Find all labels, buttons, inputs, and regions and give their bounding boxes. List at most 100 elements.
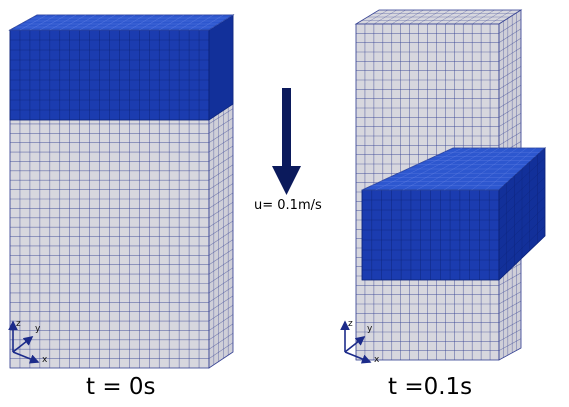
grid-line	[375, 147, 463, 191]
grid-line	[208, 323, 234, 341]
axis-x-left	[12, 351, 40, 364]
grid-line	[498, 216, 546, 261]
grid-line	[79, 14, 106, 31]
grid-line	[498, 47, 522, 62]
grid-line	[418, 9, 442, 25]
grid-line	[400, 9, 424, 25]
grid-line	[498, 282, 522, 295]
grid-line	[208, 333, 234, 350]
grid-line	[208, 155, 234, 172]
mesh-box-left	[8, 14, 235, 369]
axis-z-label-right: z	[348, 319, 353, 329]
grid-line	[208, 230, 234, 247]
grid-line	[49, 14, 77, 31]
grid-line	[208, 173, 234, 190]
axis-z-label-left: z	[16, 319, 21, 329]
grid-line	[498, 19, 522, 34]
axis-triad-left: z y x	[8, 319, 48, 365]
grid-line	[498, 37, 522, 53]
grid-line	[382, 9, 406, 25]
grid-line	[119, 14, 145, 31]
grid-line	[208, 286, 234, 303]
grid-line	[389, 147, 472, 191]
grid-line	[485, 147, 536, 191]
grid-line	[498, 56, 522, 71]
caption-right: t =0.1s	[388, 374, 473, 400]
grid-line	[391, 9, 415, 25]
grid-line	[498, 28, 522, 43]
grid-line	[498, 167, 546, 211]
grid-line	[498, 157, 546, 201]
grid-line	[208, 342, 234, 359]
grid-line	[498, 177, 546, 221]
grid-line	[208, 258, 234, 275]
grid-line	[498, 310, 522, 323]
caption-left: t = 0s	[86, 374, 156, 400]
grid-line	[208, 351, 234, 369]
velocity-arrow-head	[272, 166, 301, 195]
grid-line	[498, 338, 522, 351]
grid-line	[373, 9, 397, 25]
grid-line	[69, 14, 96, 31]
grid-line	[208, 276, 234, 294]
grid-line	[208, 127, 234, 143]
grid-line	[361, 147, 454, 191]
grid-line	[409, 9, 433, 25]
grid-line	[498, 300, 522, 314]
axis-y-label-left: y	[35, 324, 41, 334]
block-side-left	[208, 14, 234, 121]
grid-line	[139, 14, 165, 31]
grid-line	[416, 147, 490, 191]
velocity-arrow-shaft	[282, 88, 291, 168]
grid-line	[436, 9, 460, 25]
grid-line	[430, 147, 500, 191]
grid-line	[498, 75, 522, 90]
block-grid-right	[361, 147, 546, 281]
grid-line	[208, 239, 234, 256]
grid-line	[208, 211, 234, 228]
grid-line	[208, 304, 234, 322]
grid-line	[208, 295, 234, 312]
grid-line	[208, 14, 234, 31]
axis-y-label-right: y	[367, 324, 373, 334]
grid-line	[498, 131, 522, 146]
grid-line	[498, 147, 546, 191]
grid-line	[402, 147, 481, 191]
grid-line	[208, 220, 234, 237]
grid-line	[208, 248, 234, 265]
grid-line	[471, 147, 527, 191]
grid-line	[208, 192, 234, 209]
grid-line	[208, 164, 234, 181]
grid-line	[480, 9, 504, 25]
grid-line	[169, 14, 194, 31]
grid-line	[9, 14, 38, 31]
grid-line	[489, 9, 513, 25]
grid-line	[427, 9, 451, 25]
grid-line	[208, 314, 234, 331]
grid-line	[364, 9, 389, 25]
grid-line	[444, 147, 509, 191]
grid-line	[498, 103, 522, 118]
grid-line	[159, 14, 185, 31]
grid-line	[109, 14, 136, 31]
grid-line	[498, 206, 546, 251]
grid-line	[454, 9, 477, 25]
grid-line	[208, 267, 234, 284]
velocity-label: u= 0.1m/s	[254, 198, 322, 213]
grid-line	[498, 235, 546, 281]
grid-line	[208, 201, 234, 219]
axis-x-label-right: x	[374, 355, 380, 365]
axis-x-label-left: x	[42, 355, 48, 365]
grid-line	[498, 94, 522, 109]
grid-line	[463, 9, 486, 25]
grid-line	[355, 9, 380, 25]
grid-line	[498, 196, 546, 241]
grid-line	[208, 136, 234, 153]
axis-x-right	[344, 351, 372, 364]
grid-line	[498, 291, 522, 305]
mesh-box-right	[354, 9, 547, 361]
grid-line	[198, 14, 224, 31]
grid-line	[498, 328, 522, 342]
grid-line	[498, 319, 522, 333]
